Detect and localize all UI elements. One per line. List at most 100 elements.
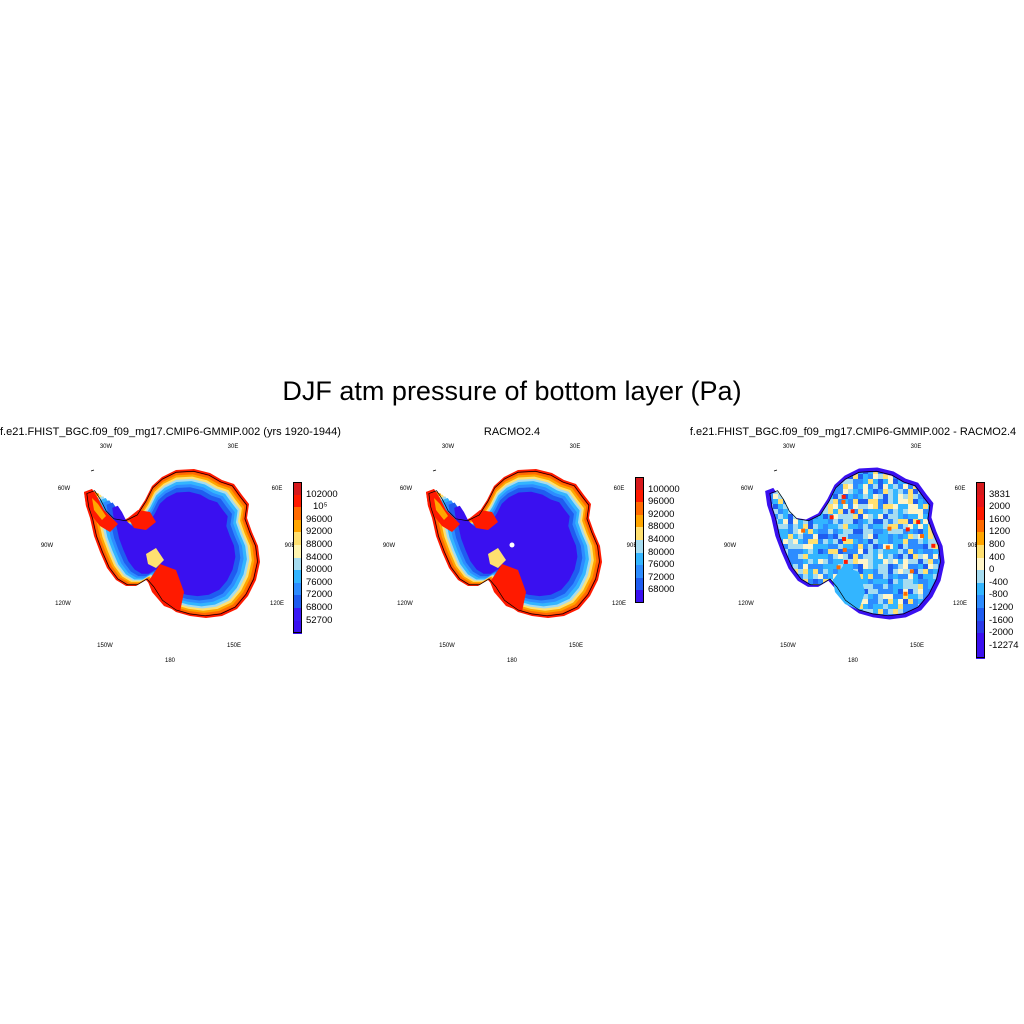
colorbar-swatch (293, 595, 302, 609)
longitude-label: 150E (568, 643, 584, 649)
colorbar-label: 84000 (306, 551, 333, 563)
colorbar-label: 10⁵ (313, 501, 328, 513)
antarctica-map (426, 469, 602, 618)
colorbar-swatch (635, 527, 644, 541)
colorbar-label: 84000 (648, 534, 675, 545)
longitude-label: 90E (626, 543, 638, 549)
colorbar-label: 3831 (989, 488, 1011, 500)
colorbar-label: 72000 (648, 571, 675, 583)
colorbar-swatch (976, 633, 985, 647)
peninsula-band (434, 498, 448, 520)
missing-value-spot (509, 542, 515, 548)
colorbar-label: 80000 (648, 546, 675, 558)
colorbar-swatch (635, 514, 644, 528)
panel-title: f.e21.FHIST_BGC.f09_f09_mg17.CMIP6-GMMIP… (0, 426, 341, 438)
colorbar-label: 80000 (306, 564, 333, 576)
longitude-label: 60E (954, 486, 966, 492)
longitude-label: 30W (441, 444, 455, 450)
colorbar-label: 800 (989, 539, 1005, 550)
colorbar-swatch (635, 489, 644, 503)
colorbar-swatch (635, 565, 644, 579)
colorbar-label: -12274 (989, 639, 1019, 651)
colorbar-swatch (635, 590, 644, 604)
colorbar-swatch (635, 477, 644, 491)
panel-title: f.e21.FHIST_BGC.f09_f09_mg17.CMIP6-GMMIP… (689, 426, 1017, 438)
colorbar-swatch (635, 502, 644, 516)
contour-band (112, 491, 236, 597)
colorbar-frame (976, 482, 985, 659)
longitude-label: 150W (97, 643, 113, 649)
colorbar-frame (635, 477, 644, 603)
longitude-label: 150W (780, 643, 796, 649)
colorbar-label: 72000 (306, 589, 333, 601)
contour-band (454, 491, 578, 597)
longitude-label: 120W (397, 601, 413, 607)
longitude-label: 180 (506, 658, 518, 664)
longitude-label: 180 (847, 658, 859, 664)
longitude-label: 120E (269, 601, 285, 607)
longitude-label: 30W (99, 444, 113, 450)
colorbar-label: 68000 (306, 602, 333, 613)
longitude-label: 60W (57, 486, 71, 492)
colorbar-frame (293, 482, 302, 634)
longitude-label: 120W (738, 601, 754, 607)
colorbar-label: 92000 (648, 508, 675, 520)
grid-tick (773, 469, 778, 472)
longitude-label: 60E (271, 486, 283, 492)
colorbar-swatch (976, 557, 985, 571)
coastline (428, 470, 600, 617)
colorbar-swatch (976, 482, 985, 496)
colorbar-label: 102000 (306, 488, 338, 500)
colorbar-label: 0 (989, 564, 995, 576)
colorbar-swatch (976, 545, 985, 559)
colorbar-label: 92000 (306, 526, 333, 538)
colorbar-swatch (293, 570, 302, 584)
colorbar-label: 88000 (648, 521, 675, 533)
colorbar-label: 76000 (306, 576, 333, 588)
colorbar-swatch (293, 620, 302, 634)
colorbar-swatch (976, 494, 985, 508)
longitude-label: 90W (723, 543, 737, 549)
colorbar-label: -1200 (989, 602, 1014, 613)
colorbar-swatch (976, 570, 985, 584)
ronne-shelf-band (128, 510, 156, 530)
longitude-label: 60E (613, 486, 625, 492)
longitude-label: 60W (740, 486, 754, 492)
colorbar-swatch (976, 645, 985, 659)
longitude-label: 90W (40, 543, 54, 549)
colorbar-swatch (293, 494, 302, 508)
colorbar-label: 1200 (989, 526, 1011, 538)
grid-tick (432, 469, 437, 472)
colorbar-swatch (976, 608, 985, 622)
longitude-label: 30E (910, 444, 922, 450)
colorbar-label: 96000 (648, 496, 675, 508)
transition-band (146, 548, 164, 568)
colorbar-label: -1600 (989, 614, 1014, 626)
colorbar-swatch (293, 557, 302, 571)
panel-title: RACMO2.4 (483, 426, 541, 438)
panel-racmo: RACMO2.4 30W 30E 60W 60E 90W 90E 120W 120E 150W 1… (342, 420, 682, 670)
colorbar-label: 1600 (989, 513, 1011, 525)
longitude-label: 120E (952, 601, 968, 607)
longitude-label: 180 (164, 658, 176, 664)
colorbar-label: 2000 (989, 501, 1011, 513)
longitude-label: 90W (382, 543, 396, 549)
colorbar-label: 76000 (648, 559, 675, 571)
longitude-label: 30W (782, 444, 796, 450)
longitude-label: 30E (569, 444, 581, 450)
colorbar-label: 88000 (306, 539, 333, 550)
ronne-shelf-band (470, 510, 498, 530)
longitude-label: 150E (909, 643, 925, 649)
ross-shelf-band (490, 564, 526, 612)
panel-difference: f.e21.FHIST_BGC.f09_f09_mg17.CMIP6-GMMIP… (683, 420, 1023, 670)
colorbar-swatch (976, 582, 985, 596)
coastline (86, 470, 258, 617)
colorbar-swatch (293, 545, 302, 559)
longitude-label: 120E (611, 601, 627, 607)
longitude-label: 90E (284, 543, 296, 549)
colorbar-label: 68000 (648, 584, 675, 596)
colorbar-swatch (635, 577, 644, 591)
colorbar-swatch (976, 595, 985, 609)
colorbar-swatch (293, 507, 302, 521)
colorbar-swatch (976, 620, 985, 634)
